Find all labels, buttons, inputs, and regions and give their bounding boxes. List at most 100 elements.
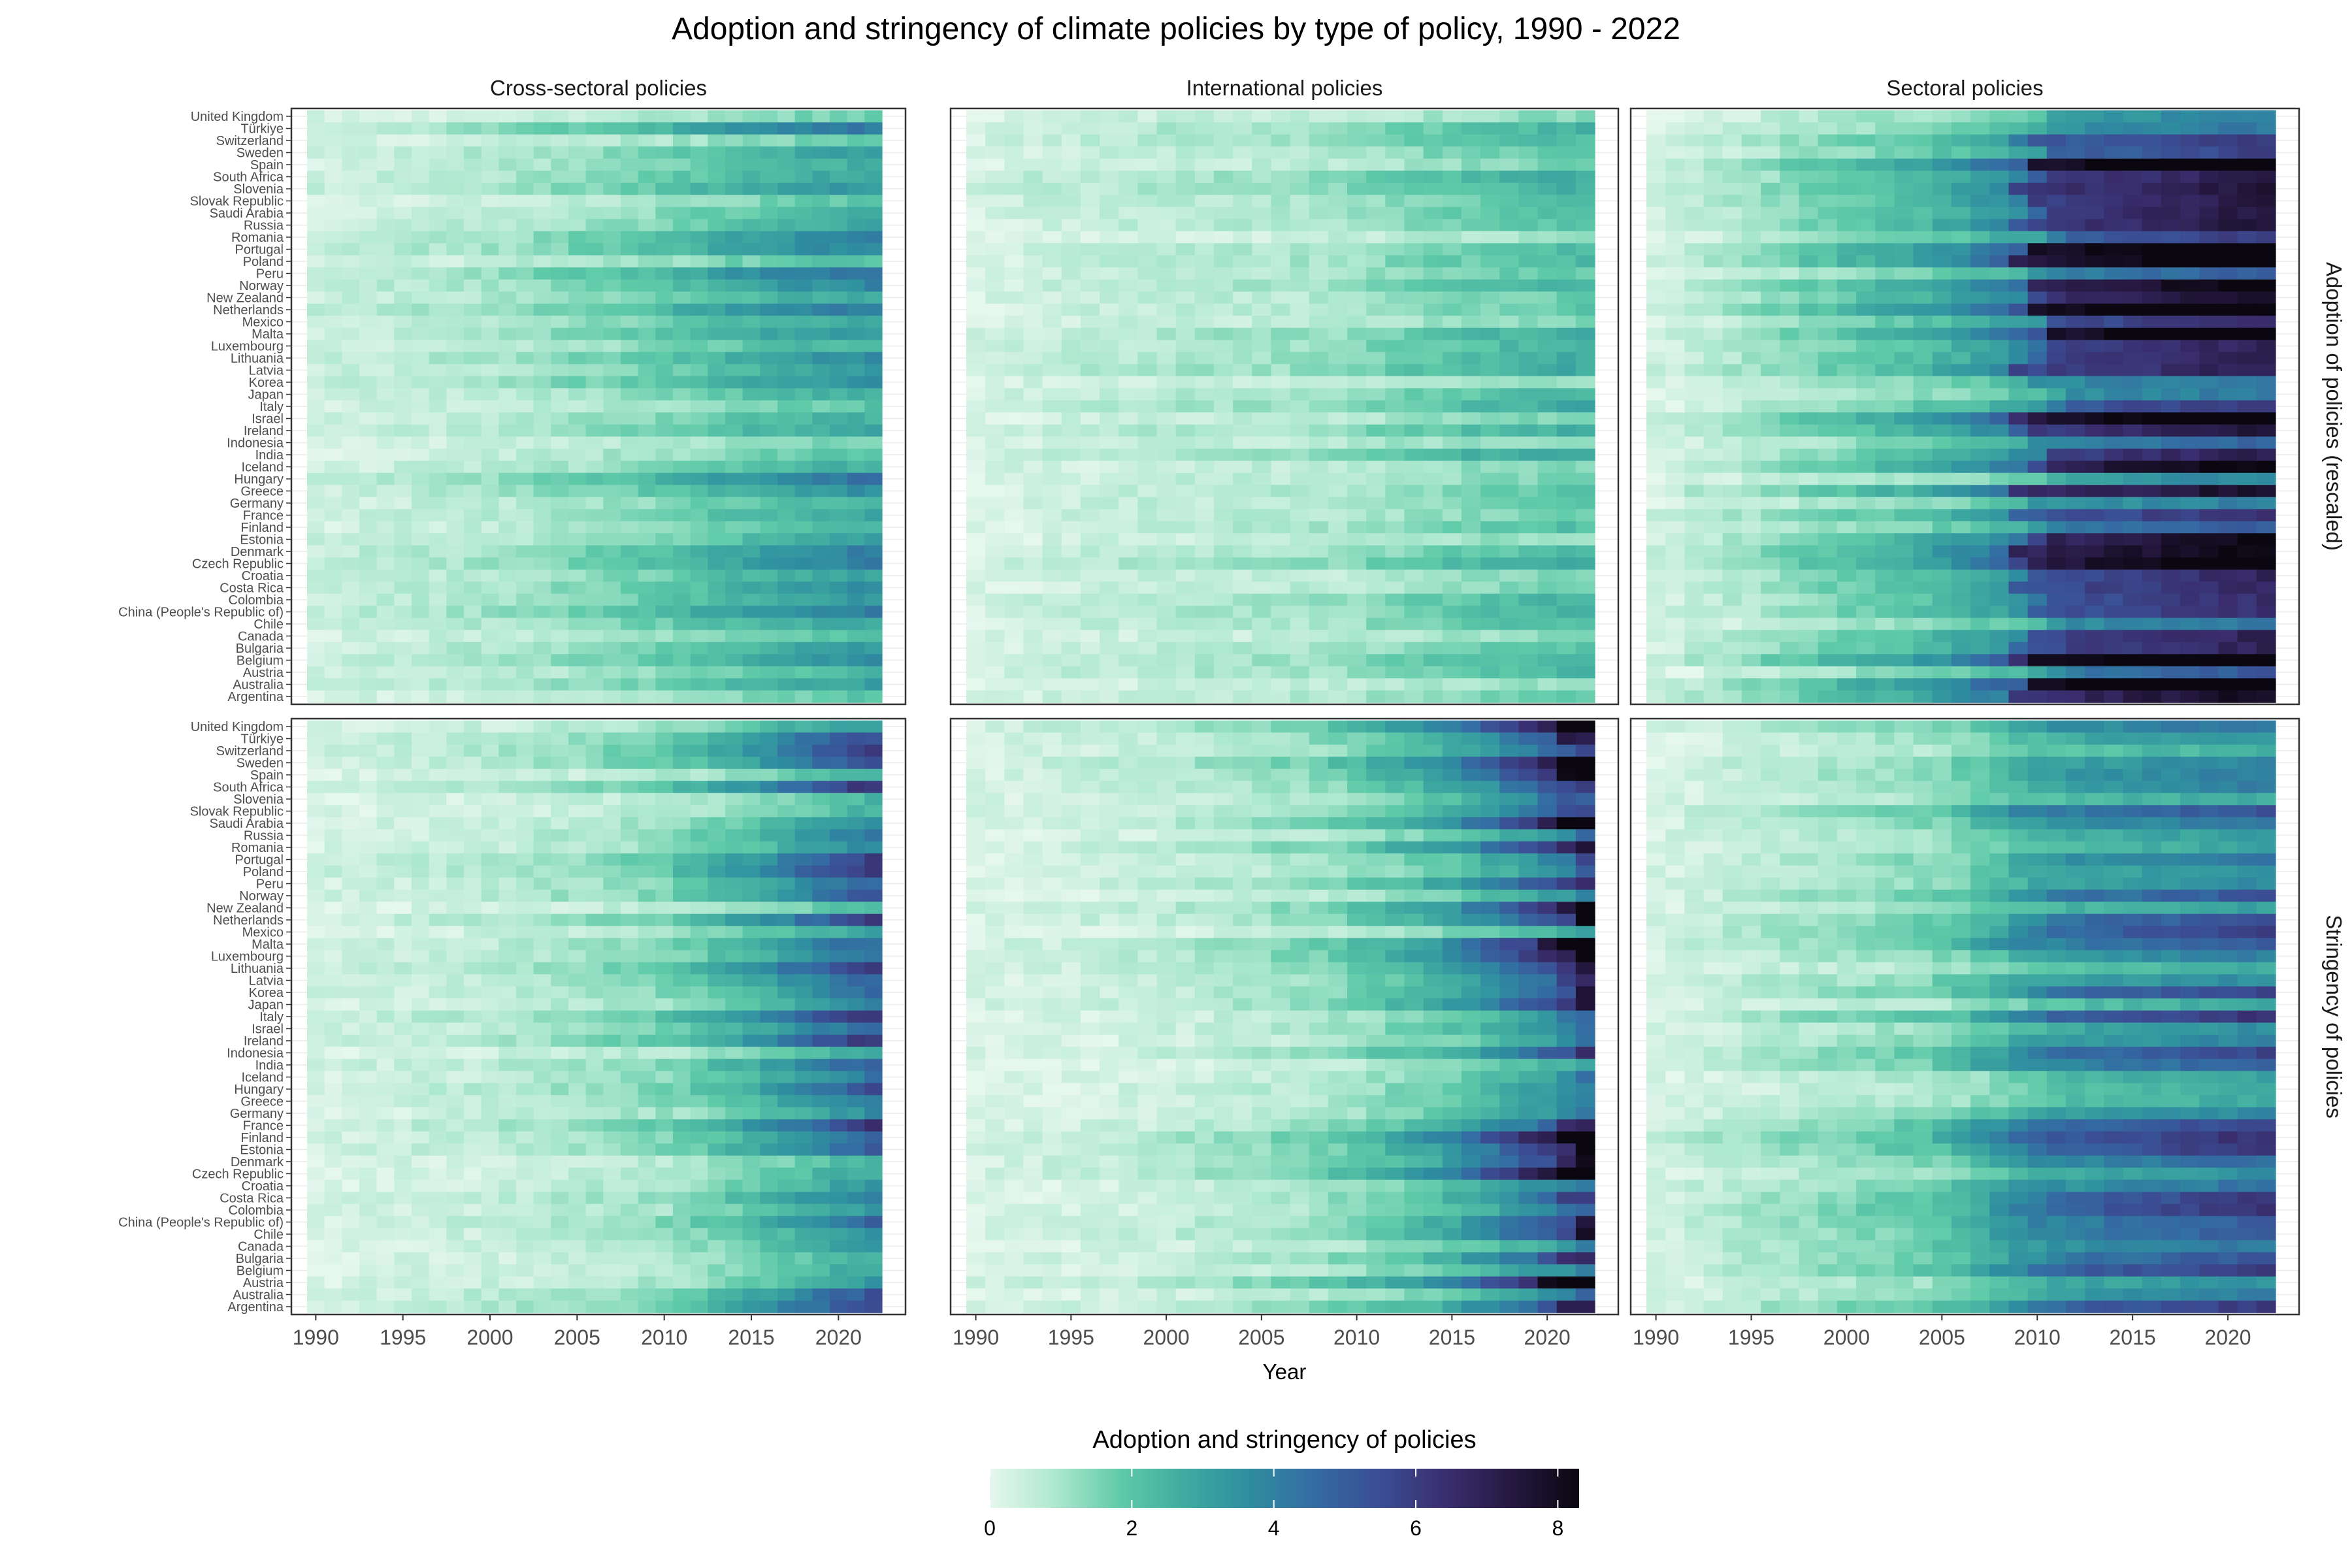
heat-cell — [1385, 461, 1405, 474]
heat-cell — [1799, 545, 1819, 558]
heat-cell — [1518, 134, 1539, 147]
heat-cell — [2085, 255, 2104, 268]
heat-cell — [1480, 134, 1500, 147]
heat-cell — [1194, 351, 1215, 365]
heat-cell — [2199, 436, 2219, 449]
heat-cell — [2218, 400, 2238, 413]
heat-cell — [376, 412, 395, 425]
heat-cell — [1328, 231, 1348, 244]
heat-cell — [516, 678, 534, 691]
y-tick-label: Estonia — [240, 533, 284, 547]
heat-cell — [551, 340, 569, 353]
heat-cell — [1423, 630, 1443, 643]
heat-cell — [498, 364, 517, 377]
heat-cell — [1703, 182, 1723, 195]
heat-cell — [655, 327, 674, 340]
panel-0-1: International policies — [949, 76, 1620, 706]
heat-cell — [1309, 219, 1329, 232]
heat-cell — [1480, 231, 1500, 244]
heat-cell — [1932, 630, 1952, 643]
heat-cell — [1913, 327, 1933, 340]
heat-cell — [2237, 545, 2257, 558]
heat-cell — [1989, 291, 2010, 304]
heat-cell — [1970, 110, 1990, 123]
heat-cell — [830, 182, 848, 195]
heat-cell — [2218, 642, 2238, 655]
heat-cell — [1461, 533, 1481, 546]
heat-cell — [2104, 364, 2124, 377]
heat-cell — [1404, 267, 1424, 280]
heat-cell — [1080, 666, 1100, 679]
heat-cell — [342, 606, 360, 619]
heat-cell — [1556, 267, 1576, 280]
heat-cell — [1780, 630, 1800, 643]
heat-cell — [1309, 654, 1329, 667]
heat-cell — [2008, 412, 2029, 425]
heat-cell — [847, 581, 865, 595]
heat-cell — [1175, 134, 1196, 147]
heat-cell — [2066, 171, 2085, 184]
heat-cell — [1556, 593, 1576, 606]
heat-cell — [1100, 316, 1119, 329]
heat-cell — [1194, 521, 1215, 534]
heat-cell — [1080, 557, 1100, 570]
heat-cell — [1385, 255, 1405, 268]
heat-cell — [498, 448, 517, 461]
heat-cell — [2123, 472, 2143, 485]
heat-cell — [1894, 436, 1914, 449]
heat-cell — [1684, 340, 1705, 353]
heat-cell — [1646, 146, 1666, 159]
heat-cell — [1004, 279, 1024, 292]
heat-cell — [1042, 472, 1062, 485]
heat-cell — [1499, 412, 1519, 425]
heat-cell — [2008, 146, 2029, 159]
heat-cell — [1271, 122, 1291, 135]
heat-cell — [1703, 316, 1723, 329]
heat-cell — [551, 606, 569, 619]
heat-cell — [412, 424, 430, 437]
heat-cell — [690, 509, 708, 522]
heat-cell — [1252, 376, 1272, 389]
heat-cell — [1252, 412, 1272, 425]
heat-cell — [2180, 171, 2200, 184]
heat-cell — [603, 303, 621, 316]
heat-cell — [2027, 231, 2048, 244]
heat-cell — [1499, 654, 1519, 667]
heat-cell — [1646, 182, 1666, 195]
heat-cell — [1741, 617, 1761, 630]
heat-cell — [2199, 472, 2219, 485]
heat-cell — [1213, 485, 1233, 498]
heat-cell — [1461, 545, 1481, 558]
heat-cell — [1156, 327, 1177, 340]
heat-cell — [1442, 617, 1462, 630]
heat-cell — [1175, 509, 1196, 522]
heat-cell — [1761, 521, 1780, 534]
heat-cell — [1537, 521, 1558, 534]
heat-cell — [847, 376, 865, 389]
heat-cell — [2104, 134, 2124, 147]
heat-cell — [533, 110, 551, 123]
heat-cell — [1328, 303, 1348, 316]
heat-cell — [794, 412, 813, 425]
heat-cell — [1194, 581, 1215, 595]
heat-cell — [603, 134, 621, 147]
heat-cell — [725, 122, 743, 135]
heat-cell — [655, 206, 674, 220]
heat-cell — [812, 424, 830, 437]
heat-cell — [1461, 581, 1481, 595]
heat-cell — [777, 557, 796, 570]
heat-cell — [777, 497, 796, 510]
heat-cell — [673, 364, 691, 377]
heat-cell — [985, 630, 1005, 643]
heat-cell — [1556, 388, 1576, 401]
heat-cell — [376, 171, 395, 184]
heat-cell — [1499, 678, 1519, 691]
heat-cell — [1837, 364, 1857, 377]
heat-cell — [446, 617, 465, 630]
heat-cell — [621, 110, 639, 123]
heat-cell — [1328, 521, 1348, 534]
heat-cell — [481, 122, 499, 135]
heat-cell — [1023, 219, 1043, 232]
heat-cell — [1722, 291, 1742, 304]
heat-cell — [1347, 593, 1367, 606]
